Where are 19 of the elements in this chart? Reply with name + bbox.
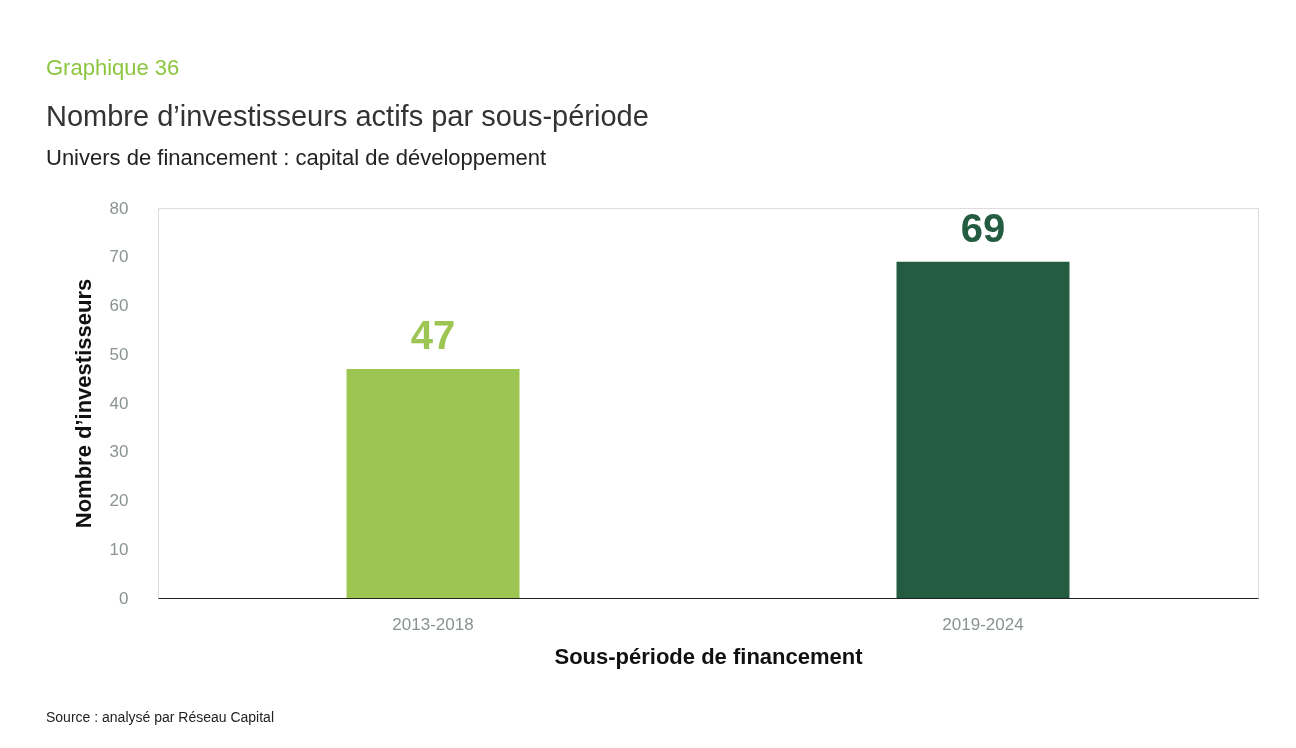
y-tick-label: 30: [109, 442, 129, 462]
x-tick-label: 2019-2024: [942, 614, 1024, 634]
y-tick-label: 0: [119, 588, 129, 608]
source-note: Source : analysé par Réseau Capital: [46, 709, 275, 725]
y-tick-label: 60: [109, 296, 129, 315]
x-axis-title: Sous-période de financement: [554, 643, 864, 669]
data-label: 47: [410, 312, 456, 357]
x-tick-label: 2013-2018: [392, 614, 474, 634]
chart-title: Nombre d’investisseurs actifs par sous-période: [46, 100, 649, 132]
chart-subtitle: Univers de financement : capital de développement: [46, 145, 547, 170]
y-tick-label: 80: [109, 198, 129, 218]
y-tick-label: 50: [109, 344, 129, 364]
y-tick-label: 70: [109, 247, 129, 267]
y-tick-label: 10: [109, 539, 129, 559]
y-axis-title: Nombre d’investisseurs: [70, 278, 96, 529]
y-tick-label: 20: [109, 491, 129, 510]
text: Graphique 36: [46, 55, 180, 80]
data-label: 69: [960, 205, 1006, 250]
y-tick-label: 40: [109, 393, 129, 413]
